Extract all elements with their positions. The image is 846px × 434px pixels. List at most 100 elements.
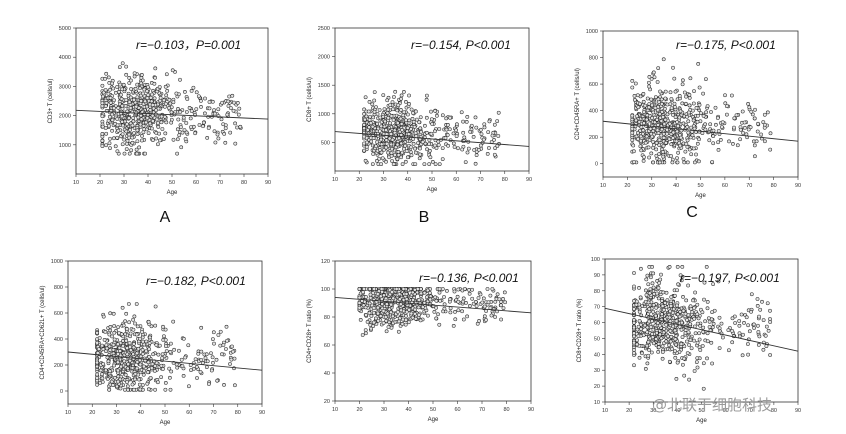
data-point	[652, 75, 657, 80]
data-point	[179, 357, 184, 362]
data-point	[106, 91, 111, 96]
data-point	[133, 86, 138, 91]
data-point	[721, 335, 725, 340]
data-point	[178, 110, 183, 114]
data-point	[109, 379, 114, 384]
data-point	[698, 348, 703, 352]
data-point	[125, 141, 129, 146]
data-point	[647, 348, 651, 352]
data-point	[443, 136, 448, 140]
data-point	[188, 116, 193, 121]
data-point	[120, 87, 125, 92]
data-point	[464, 301, 468, 305]
data-point	[702, 297, 706, 302]
data-point	[101, 94, 105, 99]
x-tick-label: 60	[193, 180, 199, 186]
data-point	[437, 127, 442, 131]
data-point	[400, 322, 405, 326]
data-point	[162, 114, 167, 119]
data-point	[153, 75, 157, 80]
data-point	[673, 328, 677, 333]
data-point	[417, 298, 422, 302]
data-point	[205, 359, 210, 364]
data-point	[132, 314, 137, 319]
data-point	[95, 351, 100, 355]
data-point	[403, 159, 408, 164]
data-point	[418, 318, 423, 323]
data-point	[104, 143, 108, 148]
data-point	[405, 155, 410, 160]
data-point	[501, 297, 505, 301]
data-point	[170, 68, 175, 73]
data-point	[194, 90, 199, 95]
data-point	[654, 305, 659, 310]
x-tick-label: 90	[795, 183, 801, 189]
data-point	[168, 375, 172, 380]
data-point	[442, 302, 447, 307]
data-point	[436, 143, 441, 147]
data-point	[768, 353, 772, 357]
data-point	[479, 132, 484, 136]
data-point	[479, 127, 483, 132]
data-point	[130, 140, 135, 145]
data-point	[427, 142, 431, 146]
data-point	[115, 360, 120, 365]
y-tick-label: 2500	[318, 26, 330, 32]
data-point	[386, 325, 391, 329]
data-point	[647, 80, 651, 85]
data-point	[148, 95, 153, 100]
data-point	[436, 312, 440, 317]
x-axis-label: Age	[428, 417, 439, 423]
data-point	[385, 311, 390, 316]
data-point	[664, 290, 669, 295]
x-tick-label: 30	[121, 180, 127, 186]
data-point	[189, 109, 194, 113]
x-tick-label: 40	[145, 180, 151, 186]
data-point	[641, 159, 646, 163]
data-point	[442, 295, 446, 299]
data-point	[120, 142, 125, 147]
data-point	[637, 309, 642, 314]
data-point	[723, 101, 728, 106]
data-point	[385, 98, 390, 103]
data-point	[124, 311, 129, 316]
data-point	[463, 160, 468, 164]
data-point	[703, 319, 707, 324]
data-point	[414, 134, 419, 138]
data-point	[375, 292, 380, 296]
data-point	[418, 115, 423, 120]
data-point	[381, 309, 386, 313]
data-point	[160, 356, 165, 360]
data-point	[172, 347, 176, 352]
data-point	[140, 73, 144, 77]
data-point	[675, 265, 680, 269]
data-point	[395, 310, 400, 314]
data-point	[230, 344, 234, 349]
data-point	[680, 265, 685, 269]
data-point	[684, 94, 688, 99]
data-point	[719, 321, 724, 326]
data-point	[428, 297, 433, 302]
data-point	[399, 141, 404, 146]
data-point	[430, 160, 435, 164]
data-point	[228, 130, 233, 135]
data-point	[467, 291, 472, 296]
y-tick-label: 1500	[318, 83, 330, 89]
data-point	[131, 345, 136, 350]
data-point	[185, 97, 190, 101]
data-point	[746, 102, 750, 106]
data-point	[447, 127, 452, 132]
data-point	[136, 115, 141, 120]
data-point	[122, 359, 127, 364]
data-point	[495, 119, 500, 123]
data-point	[140, 138, 144, 143]
data-point	[630, 79, 635, 83]
data-point	[690, 133, 695, 138]
data-point	[661, 115, 665, 119]
data-point	[370, 162, 375, 166]
data-point	[659, 97, 664, 102]
x-tick-label: 60	[722, 183, 728, 189]
data-point	[379, 142, 384, 147]
data-point	[647, 84, 651, 89]
data-point	[375, 121, 380, 126]
